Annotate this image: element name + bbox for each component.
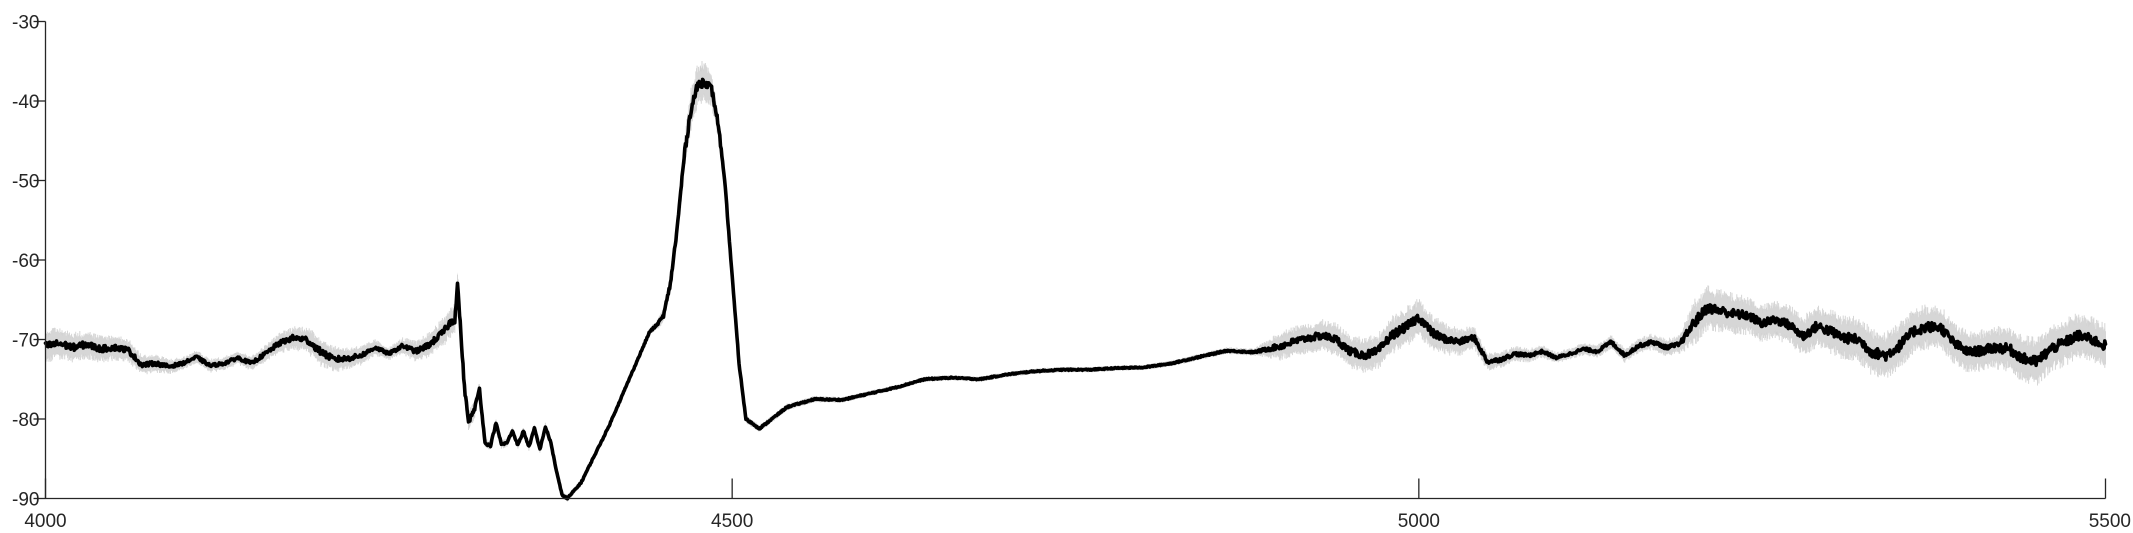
y-tick-label: -70 <box>12 331 39 352</box>
x-tick-label: 4500 <box>711 511 753 532</box>
x-axis-ticks: 4000 4500 5000 5500 <box>24 478 2131 532</box>
y-tick-label: -90 <box>12 490 39 511</box>
axes: -90 -80 -70 -60 -50 -40 -30 4000 4500 5000 5500 <box>12 13 2131 533</box>
y-tick-label: -80 <box>12 410 39 431</box>
y-tick-label: -50 <box>12 172 39 193</box>
x-tick-label: 5000 <box>1398 511 1440 532</box>
spread-band-noise <box>45 61 2106 502</box>
y-axis-ticks: -90 -80 -70 -60 -50 -40 -30 <box>12 13 46 511</box>
y-tick-label: -40 <box>12 92 39 113</box>
plot-area <box>43 61 2108 502</box>
x-tick-label: 4000 <box>24 511 66 532</box>
mean-trace-line <box>43 77 2108 501</box>
y-tick-label: -30 <box>12 13 39 34</box>
spread-band <box>45 65 2106 501</box>
x-tick-label: 5500 <box>2089 511 2131 532</box>
y-tick-label: -60 <box>12 251 39 272</box>
